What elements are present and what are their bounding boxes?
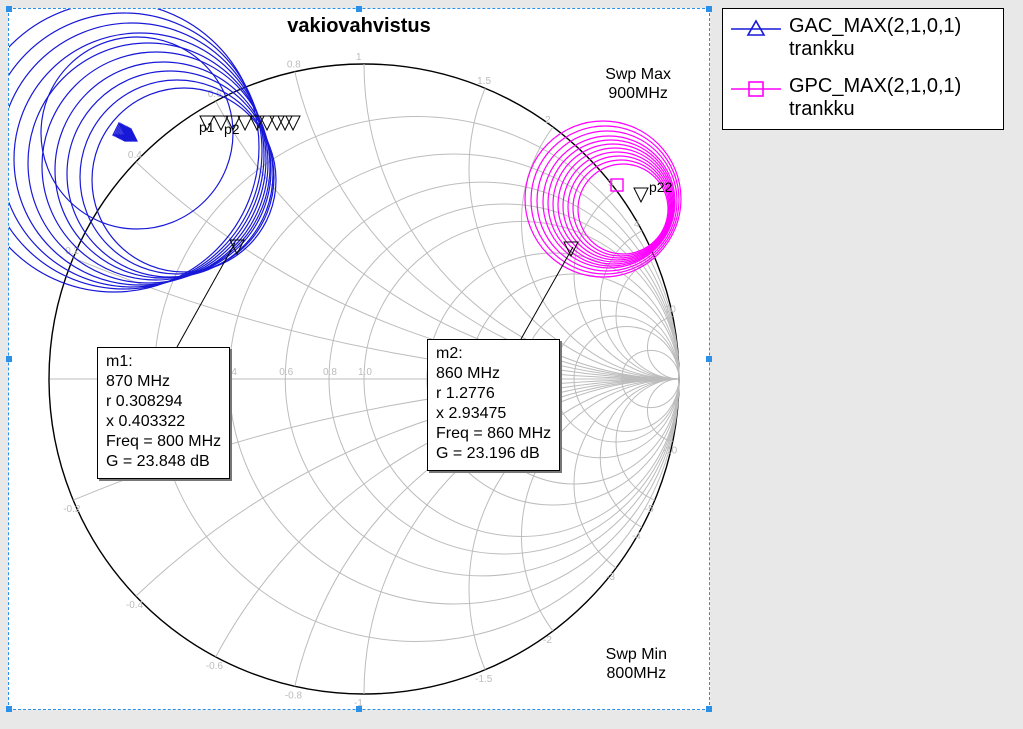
marker-line: 870 MHz [106, 372, 221, 392]
svg-text:0.6: 0.6 [208, 89, 222, 100]
svg-text:1: 1 [356, 52, 362, 63]
marker-line: G = 23.848 dB [106, 452, 221, 472]
svg-text:2: 2 [545, 115, 551, 126]
legend-label: GAC_MAX(2,1,0,1)trankku [789, 15, 961, 61]
svg-text:0.4: 0.4 [128, 150, 142, 161]
legend-label-line: GPC_MAX(2,1,0,1) [789, 75, 961, 98]
svg-text:-0.2: -0.2 [63, 504, 81, 515]
marker-line: G = 23.196 dB [436, 444, 551, 464]
legend-label-line: trankku [789, 98, 961, 121]
svg-text:0.6: 0.6 [279, 367, 293, 378]
legend-swatch-icon [729, 75, 783, 115]
point-label: p1 [199, 119, 215, 135]
svg-text:-0.4: -0.4 [126, 600, 144, 611]
svg-text:1.5: 1.5 [477, 76, 491, 87]
page-canvas: vakiovahvistus 0.20.40.60.81.00.2-0.20.4… [0, 0, 1023, 729]
marker-line: Freq = 800 MHz [106, 432, 221, 452]
legend[interactable]: GAC_MAX(2,1,0,1)trankkuGPC_MAX(2,1,0,1)t… [722, 8, 1004, 130]
sweep-min-label: Swp Min 800MHz [606, 645, 667, 683]
legend-label: GPC_MAX(2,1,0,1)trankku [789, 75, 961, 121]
point-label: p22 [649, 179, 672, 195]
legend-item-gpc[interactable]: GPC_MAX(2,1,0,1)trankku [723, 69, 1003, 129]
sweep-max-text: Swp Max [605, 65, 671, 84]
marker-line: x 0.403322 [106, 412, 221, 432]
marker-line: m2: [436, 344, 551, 364]
svg-text:-1: -1 [354, 698, 363, 709]
svg-text:4: 4 [634, 219, 640, 230]
marker-line: r 1.2776 [436, 384, 551, 404]
marker-line: 860 MHz [436, 364, 551, 384]
svg-text:-5: -5 [645, 504, 654, 515]
marker-line: x 2.93475 [436, 404, 551, 424]
marker-readout-m2[interactable]: m2:860 MHzr 1.2776x 2.93475Freq = 860 MH… [427, 339, 560, 471]
sweep-min-value: 800MHz [606, 664, 667, 683]
svg-text:1.0: 1.0 [358, 367, 372, 378]
svg-text:-0.6: -0.6 [206, 661, 224, 672]
marker-line: r 0.308294 [106, 392, 221, 412]
svg-text:-2: -2 [543, 635, 552, 646]
marker-readout-m1[interactable]: m1:870 MHzr 0.308294x 0.403322Freq = 800… [97, 347, 230, 479]
svg-text:-1.5: -1.5 [475, 674, 493, 685]
svg-text:0.8: 0.8 [287, 60, 301, 71]
svg-text:-3: -3 [606, 572, 615, 583]
legend-label-line: trankku [789, 38, 961, 61]
point-label: p2 [224, 121, 240, 137]
svg-text:-10: -10 [663, 445, 678, 456]
svg-text:10: 10 [665, 305, 677, 316]
sweep-max-value: 900MHz [605, 84, 671, 103]
chart-frame[interactable]: vakiovahvistus 0.20.40.60.81.00.2-0.20.4… [8, 8, 710, 710]
legend-swatch-icon [729, 15, 783, 55]
marker-line: m1: [106, 352, 221, 372]
svg-text:-4: -4 [632, 531, 641, 542]
marker-line: Freq = 860 MHz [436, 424, 551, 444]
svg-text:-0.8: -0.8 [285, 690, 303, 701]
sweep-min-text: Swp Min [606, 645, 667, 664]
legend-item-gac[interactable]: GAC_MAX(2,1,0,1)trankku [723, 9, 1003, 69]
svg-text:0.8: 0.8 [323, 367, 337, 378]
legend-label-line: GAC_MAX(2,1,0,1) [789, 15, 961, 38]
sweep-max-label: Swp Max 900MHz [605, 65, 671, 103]
